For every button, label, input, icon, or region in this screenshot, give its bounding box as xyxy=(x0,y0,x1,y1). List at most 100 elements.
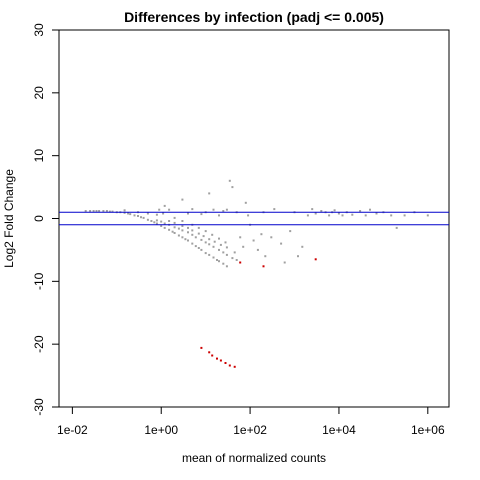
data-point xyxy=(390,214,393,217)
data-point xyxy=(212,208,215,211)
data-point xyxy=(426,214,429,217)
data-point xyxy=(200,346,203,349)
data-point xyxy=(146,212,149,215)
y-tick-label: 10 xyxy=(32,149,46,163)
data-point xyxy=(123,211,126,214)
data-point xyxy=(337,212,340,215)
data-point xyxy=(311,208,314,211)
data-point xyxy=(204,230,207,233)
data-point xyxy=(155,213,158,216)
data-point xyxy=(351,213,354,216)
data-point xyxy=(225,265,228,268)
data-point xyxy=(224,241,227,244)
data-point xyxy=(213,240,216,243)
data-point xyxy=(403,214,406,217)
data-point xyxy=(233,365,236,368)
data-point xyxy=(137,215,139,217)
data-point xyxy=(252,239,255,242)
data-point xyxy=(155,222,158,225)
data-point xyxy=(89,210,92,212)
data-point xyxy=(202,235,205,238)
data-point xyxy=(197,226,200,229)
x-tick-label: 1e+00 xyxy=(144,423,178,437)
data-point xyxy=(177,234,180,237)
data-point xyxy=(140,216,142,219)
data-point xyxy=(239,261,242,264)
data-point xyxy=(197,232,200,235)
data-point xyxy=(218,248,220,251)
data-point xyxy=(225,253,228,256)
data-point xyxy=(270,236,273,239)
data-point xyxy=(181,236,184,239)
y-tick-label: -10 xyxy=(32,272,46,290)
data-point xyxy=(163,226,166,229)
data-point xyxy=(84,210,87,212)
data-point xyxy=(194,236,197,239)
data-point xyxy=(163,222,166,225)
data-point xyxy=(359,210,362,212)
points-layer xyxy=(84,179,429,368)
data-point xyxy=(328,214,331,217)
data-point xyxy=(262,265,265,268)
data-point xyxy=(219,243,222,246)
data-point xyxy=(150,220,153,222)
data-point xyxy=(187,239,189,242)
data-point xyxy=(341,214,344,217)
data-point xyxy=(320,210,323,212)
data-point xyxy=(225,208,228,211)
data-point xyxy=(129,213,132,216)
x-axis-label: mean of normalized counts xyxy=(182,451,326,465)
data-point xyxy=(218,260,220,263)
data-point xyxy=(224,362,227,364)
data-point xyxy=(212,245,215,248)
data-point xyxy=(200,213,203,216)
data-point xyxy=(123,209,126,212)
data-point xyxy=(264,255,267,258)
data-point xyxy=(244,201,247,204)
y-tick-label: 20 xyxy=(32,86,46,100)
data-point xyxy=(127,212,130,215)
data-point xyxy=(242,245,245,248)
data-point xyxy=(204,252,207,255)
data-point xyxy=(158,208,161,211)
data-point xyxy=(297,255,299,258)
data-point xyxy=(306,214,309,217)
data-point xyxy=(208,243,211,246)
data-point xyxy=(260,233,263,236)
y-tick-label: 30 xyxy=(32,23,46,37)
data-point xyxy=(102,210,105,212)
data-point xyxy=(301,245,304,248)
data-point xyxy=(173,232,176,234)
data-point xyxy=(105,210,108,212)
data-point xyxy=(211,354,214,357)
chart-title: Differences by infection (padj <= 0.005) xyxy=(124,9,384,25)
data-point xyxy=(155,219,158,222)
data-point xyxy=(142,216,145,219)
data-point xyxy=(146,218,149,221)
data-point xyxy=(133,214,136,217)
data-point xyxy=(218,237,220,240)
data-point xyxy=(187,212,189,215)
data-point xyxy=(171,230,174,233)
data-point xyxy=(364,214,367,217)
data-point xyxy=(395,226,398,229)
data-point xyxy=(163,204,166,207)
data-point xyxy=(187,226,189,229)
data-point xyxy=(216,357,218,360)
data-point xyxy=(111,210,114,213)
data-point xyxy=(231,257,234,260)
y-axis: -30 -20 -10 0 10 20 30 xyxy=(32,23,59,416)
threshold-lines xyxy=(59,211,449,226)
data-point xyxy=(177,227,180,230)
y-axis-label: Log2 Fold Change xyxy=(2,169,16,268)
data-point xyxy=(160,220,163,223)
x-tick-label: 1e+02 xyxy=(233,423,267,437)
data-point xyxy=(280,242,283,245)
data-point xyxy=(208,192,211,195)
y-tick-label: -20 xyxy=(32,335,46,353)
data-point xyxy=(200,248,203,251)
data-point xyxy=(197,247,200,249)
data-point xyxy=(228,179,231,182)
data-point xyxy=(289,230,292,233)
data-point xyxy=(191,229,194,232)
